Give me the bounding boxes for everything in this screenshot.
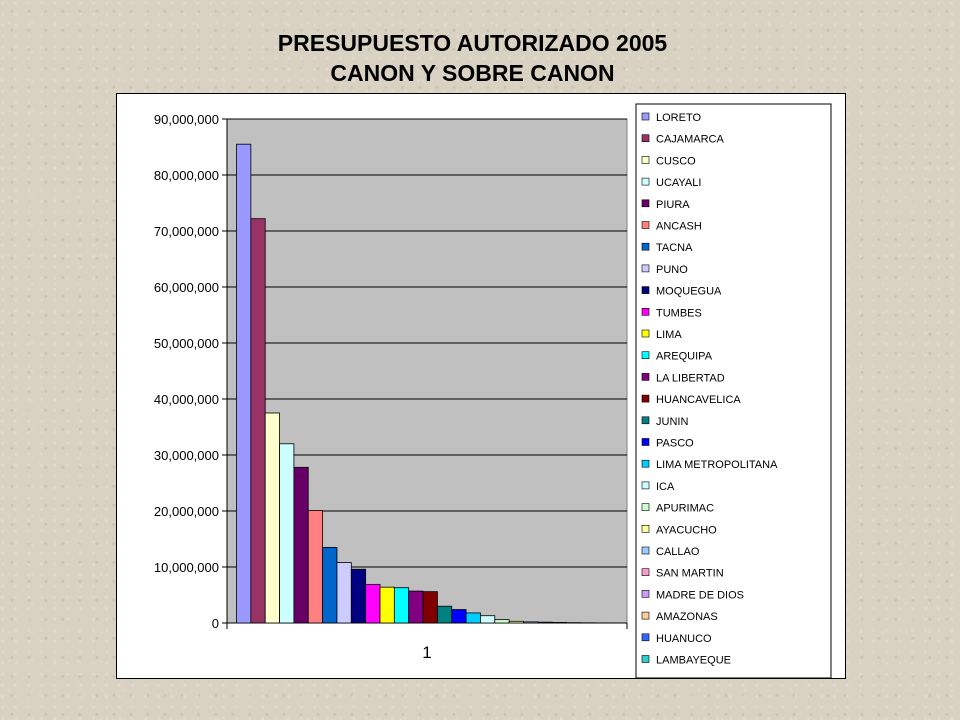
legend-swatch <box>641 242 650 251</box>
y-tick-label: 0 <box>212 616 219 631</box>
legend-label: AREQUIPA <box>656 351 713 363</box>
bar-moquegua <box>350 568 367 624</box>
legend-swatch <box>641 633 650 642</box>
bar-callao <box>523 621 539 624</box>
legend-label: ANCASH <box>656 221 702 233</box>
legend-swatch <box>641 568 650 577</box>
legend-label: TUMBES <box>656 307 702 319</box>
y-tick-label: 10,000,000 <box>154 560 219 575</box>
legend-swatch <box>641 177 650 186</box>
bar-tumbes <box>365 583 381 624</box>
legend-swatch <box>641 416 650 425</box>
bar-puno <box>336 562 352 624</box>
bar-madre-de-dios <box>551 622 567 624</box>
y-tick-label: 20,000,000 <box>154 504 219 519</box>
bar-arequipa <box>393 587 410 624</box>
legend-swatch <box>641 481 650 490</box>
legend-label: CAJAMARCA <box>656 134 725 146</box>
bar-tacna <box>322 546 338 624</box>
legend-label: ICA <box>656 481 675 493</box>
legend-swatch <box>641 590 650 598</box>
legend-label: APURIMAC <box>656 503 714 515</box>
bar-ancash <box>307 510 324 624</box>
legend-label: UCAYALI <box>656 177 701 189</box>
legend-label: AYACUCHO <box>656 524 717 536</box>
legend-swatch <box>641 286 650 294</box>
bar-cajamarca <box>250 218 266 624</box>
bar-ayacucho <box>508 620 524 624</box>
bar-la-libertad <box>408 590 424 624</box>
legend-swatch <box>641 112 650 121</box>
chart-title-line1: PRESUPUESTO AUTORIZADO 2005 <box>277 30 668 56</box>
bar-huancavelica <box>422 591 438 624</box>
legend-label: HUANUCO <box>656 633 712 645</box>
bar-ica <box>480 615 496 624</box>
legend-swatch <box>641 351 650 360</box>
bar-loreto <box>236 143 252 624</box>
legend-swatch <box>641 459 650 468</box>
y-tick-label: 80,000,000 <box>154 168 219 183</box>
chart-title-line2: CANON Y SOBRE CANON <box>330 60 615 86</box>
legend-label: JUNIN <box>656 416 688 428</box>
legend-label: LIMA <box>656 329 682 341</box>
legend-swatch <box>641 308 650 316</box>
legend-swatch <box>641 221 650 229</box>
bar-cusco <box>264 412 280 624</box>
bar-ucayali <box>279 443 295 624</box>
legend-label: MADRE DE DIOS <box>656 589 744 601</box>
legend-label: HUANCAVELICA <box>656 394 741 406</box>
legend-swatch <box>641 655 650 663</box>
y-tick-label: 90,000,000 <box>154 112 219 127</box>
y-tick-label: 40,000,000 <box>154 392 219 407</box>
legend-label: TACNA <box>656 242 693 254</box>
y-tick-label: 50,000,000 <box>154 336 219 351</box>
legend-label: PUNO <box>656 264 688 276</box>
legend-swatch <box>641 394 650 403</box>
y-tick-label: 70,000,000 <box>154 224 219 239</box>
y-tick-label: 60,000,000 <box>154 280 219 295</box>
legend-swatch <box>641 134 650 143</box>
bar-piura <box>293 466 309 624</box>
legend-swatch <box>641 438 650 446</box>
legend-label: SAN MARTIN <box>656 568 724 580</box>
legend-swatch <box>641 546 650 555</box>
bar-apurimac <box>494 619 510 624</box>
legend-swatch <box>641 329 650 338</box>
legend-swatch <box>641 199 650 208</box>
bar-lima <box>379 586 395 624</box>
legend-label: LIMA METROPOLITANA <box>656 459 778 471</box>
legend-swatch <box>641 503 650 511</box>
legend-label: AMAZONAS <box>656 611 718 623</box>
bar-junin <box>436 605 453 624</box>
bar-chart: 0 10,000,000 20,000,000 30,000,000 40,000,00… <box>154 103 832 678</box>
x-category-label: 1 <box>422 643 431 662</box>
legend-swatch <box>641 264 650 273</box>
legend-label: PASCO <box>656 438 694 450</box>
legend-box <box>635 103 832 678</box>
chart-frame: 0 10,000,000 20,000,000 30,000,000 40,000,00… <box>116 93 846 679</box>
legend-label: PIURA <box>656 199 690 211</box>
legend-label: CALLAO <box>656 546 700 558</box>
y-tick-label: 30,000,000 <box>154 448 219 463</box>
legend-label: CUSCO <box>656 155 696 167</box>
legend-label: LA LIBERTAD <box>656 372 725 384</box>
bar-pasco <box>451 609 467 624</box>
legend-label: LAMBAYEQUE <box>656 655 731 667</box>
legend-swatch <box>641 156 650 164</box>
legend-label: LORETO <box>656 112 701 124</box>
legend-swatch <box>641 373 650 381</box>
legend-label: MOQUEGUA <box>656 286 722 298</box>
bar-san-martin <box>537 621 553 624</box>
legend-swatch <box>641 524 650 533</box>
legend-swatch <box>641 611 650 620</box>
bar-lima-metropolitana <box>465 612 481 624</box>
